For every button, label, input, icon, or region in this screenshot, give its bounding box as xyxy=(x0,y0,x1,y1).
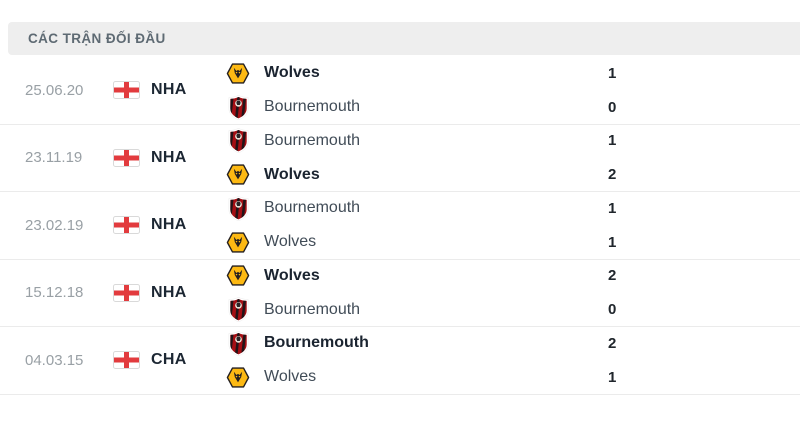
away-score: 0 xyxy=(608,301,617,319)
team-name: Bournemouth xyxy=(264,98,361,116)
match-row[interactable]: 04.03.15 CHA Bournemouth Wolves 2 1 xyxy=(0,327,800,395)
team-line-away[interactable]: Bournemouth xyxy=(225,295,608,324)
home-score: 1 xyxy=(608,64,617,82)
section-header: CÁC TRẬN ĐỐI ĐẦU xyxy=(8,22,800,55)
team-name: Bournemouth xyxy=(264,199,361,217)
team-line-home[interactable]: Wolves xyxy=(225,261,608,290)
scores-cell: 2 0 xyxy=(608,261,800,324)
teams-cell: Wolves Bournemouth xyxy=(225,261,608,324)
teams-cell: Bournemouth Wolves xyxy=(225,194,608,257)
match-date: 23.11.19 xyxy=(25,149,83,167)
team-name: Wolves xyxy=(264,165,320,183)
team-line-away[interactable]: Wolves xyxy=(225,160,608,189)
england-flag-icon xyxy=(113,351,140,369)
wolves-crest-icon xyxy=(225,163,251,186)
england-flag-icon xyxy=(113,216,140,234)
team-name: Bournemouth xyxy=(264,300,361,318)
competition-label: NHA xyxy=(151,283,187,301)
wolves-crest-icon xyxy=(225,62,251,85)
england-flag-icon xyxy=(113,284,140,302)
scores-cell: 1 0 xyxy=(608,59,800,122)
competition-label: NHA xyxy=(151,148,187,166)
match-date: 04.03.15 xyxy=(25,351,84,369)
competition-cell: NHA xyxy=(113,148,225,167)
teams-cell: Wolves Bournemouth xyxy=(225,59,608,122)
bournemouth-crest-icon xyxy=(225,128,251,153)
wolves-crest-icon xyxy=(225,366,251,389)
team-name: Wolves xyxy=(264,233,317,251)
home-score: 1 xyxy=(608,199,617,217)
away-score: 1 xyxy=(608,368,617,386)
team-line-home[interactable]: Bournemouth xyxy=(225,329,608,358)
team-name: Wolves xyxy=(264,64,320,82)
match-row[interactable]: 15.12.18 NHA Wolves Bournemouth 2 0 xyxy=(0,259,800,327)
competition-cell: CHA xyxy=(113,351,225,369)
competition-cell: NHA xyxy=(113,216,225,234)
team-name: Wolves xyxy=(264,266,320,284)
bournemouth-crest-icon xyxy=(225,297,251,322)
team-line-away[interactable]: Bournemouth xyxy=(225,93,608,122)
section-title: CÁC TRẬN ĐỐI ĐẦU xyxy=(28,31,166,46)
england-flag-icon xyxy=(113,81,140,99)
competition-cell: NHA xyxy=(113,81,225,99)
scores-cell: 2 1 xyxy=(608,329,800,392)
home-score: 2 xyxy=(608,334,617,352)
scores-cell: 1 1 xyxy=(608,194,800,257)
competition-label: NHA xyxy=(151,81,187,99)
teams-cell: Bournemouth Wolves xyxy=(225,126,608,189)
bournemouth-crest-icon xyxy=(225,331,251,356)
match-row[interactable]: 25.06.20 NHA Wolves Bournemouth 1 0 xyxy=(0,57,800,125)
match-list: 25.06.20 NHA Wolves Bournemouth 1 0 xyxy=(0,57,800,395)
away-score: 2 xyxy=(608,166,617,184)
bournemouth-crest-icon xyxy=(225,95,251,120)
away-score: 1 xyxy=(608,233,617,251)
competition-label: NHA xyxy=(151,216,187,234)
scores-cell: 1 2 xyxy=(608,126,800,189)
team-line-away[interactable]: Wolves xyxy=(225,363,608,392)
team-line-away[interactable]: Wolves xyxy=(225,228,608,257)
match-row[interactable]: 23.02.19 NHA Bournemouth Wolves 1 1 xyxy=(0,192,800,260)
england-flag-icon xyxy=(113,149,140,167)
head-to-head-panel: CÁC TRẬN ĐỐI ĐẦU 25.06.20 NHA Wolves Bou… xyxy=(0,22,800,395)
match-date: 25.06.20 xyxy=(25,81,84,99)
competition-label: CHA xyxy=(151,351,187,369)
team-line-home[interactable]: Bournemouth xyxy=(225,126,608,155)
home-score: 1 xyxy=(608,132,617,150)
away-score: 0 xyxy=(608,98,617,116)
team-line-home[interactable]: Bournemouth xyxy=(225,194,608,223)
team-line-home[interactable]: Wolves xyxy=(225,59,608,88)
competition-cell: NHA xyxy=(113,283,225,302)
home-score: 2 xyxy=(608,267,617,285)
wolves-crest-icon xyxy=(225,264,251,287)
bournemouth-crest-icon xyxy=(225,196,251,221)
teams-cell: Bournemouth Wolves xyxy=(225,329,608,392)
wolves-crest-icon xyxy=(225,231,251,254)
team-name: Bournemouth xyxy=(264,131,361,149)
team-name: Wolves xyxy=(264,368,317,386)
match-date: 15.12.18 xyxy=(25,284,84,302)
match-row[interactable]: 23.11.19 NHA Bournemouth Wolves 1 2 xyxy=(0,124,800,192)
match-date: 23.02.19 xyxy=(25,216,84,234)
team-name: Bournemouth xyxy=(264,334,369,352)
